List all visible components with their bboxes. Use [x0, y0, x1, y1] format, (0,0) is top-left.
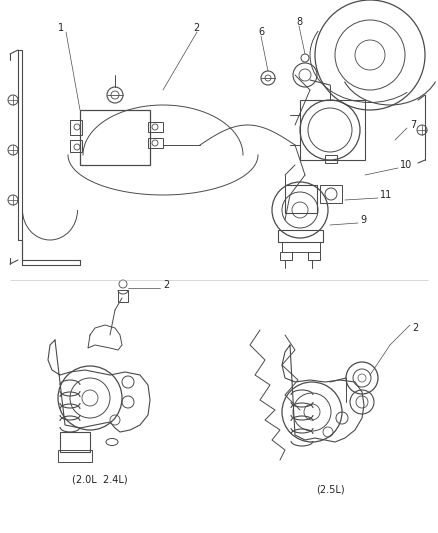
Text: 2: 2 — [412, 323, 418, 333]
Bar — [285, 185, 317, 213]
Bar — [280, 252, 292, 260]
Bar — [60, 432, 90, 452]
Text: 10: 10 — [400, 160, 412, 170]
Text: 9: 9 — [360, 215, 366, 225]
Text: 2: 2 — [163, 280, 169, 290]
Text: (2.5L): (2.5L) — [316, 485, 344, 495]
Text: 7: 7 — [410, 120, 416, 130]
Bar — [320, 185, 342, 203]
Bar — [148, 138, 163, 148]
Text: (2.0L  2.4L): (2.0L 2.4L) — [72, 475, 128, 485]
Bar — [278, 230, 323, 242]
Bar — [80, 110, 150, 165]
Bar — [118, 290, 128, 302]
Text: 11: 11 — [380, 190, 392, 200]
Bar — [70, 120, 82, 135]
Text: 6: 6 — [258, 27, 264, 37]
Bar — [58, 450, 92, 462]
Bar — [325, 155, 337, 163]
Bar — [282, 242, 320, 252]
Bar — [308, 252, 320, 260]
Bar — [148, 122, 163, 132]
Text: 2: 2 — [193, 23, 199, 33]
Text: 1: 1 — [58, 23, 64, 33]
Text: 8: 8 — [296, 17, 302, 27]
Bar — [300, 100, 365, 160]
Bar — [70, 140, 82, 152]
